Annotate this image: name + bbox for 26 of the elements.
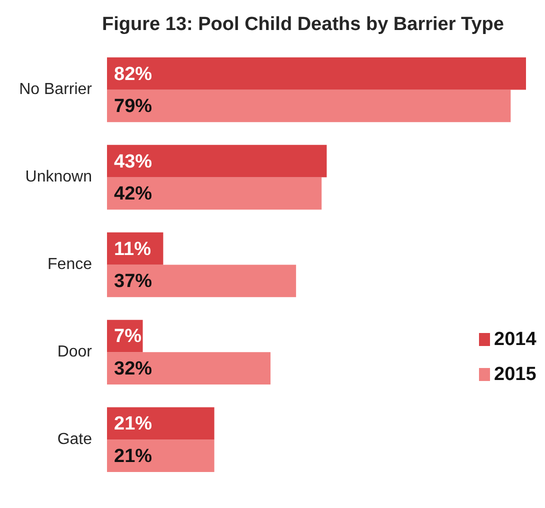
bar	[107, 57, 526, 90]
data-label: 42%	[114, 184, 152, 205]
data-label: 21%	[114, 446, 152, 468]
y-tick-label: Unknown	[25, 168, 92, 186]
data-label: 7%	[114, 326, 142, 348]
bar	[107, 264, 296, 298]
data-label: 32%	[114, 358, 152, 380]
bar	[107, 407, 214, 440]
data-label: 43%	[114, 151, 152, 172]
data-label: 79%	[114, 96, 152, 118]
data-label: 11%	[114, 238, 152, 260]
bar	[107, 177, 322, 210]
legend-label: 2014	[494, 328, 536, 350]
data-label: 37%	[114, 271, 152, 292]
bar	[107, 90, 511, 122]
data-label: 21%	[114, 414, 152, 435]
chart-title: Figure 13: Pool Child Deaths by Barrier Type	[101, 14, 505, 36]
y-tick-label: No Barrier	[19, 81, 93, 98]
bar	[107, 352, 271, 385]
data-label: 82%	[114, 64, 152, 85]
bar	[107, 144, 327, 178]
bar	[107, 440, 214, 472]
y-tick-label: Gate	[57, 431, 92, 448]
legend-label: 2015	[494, 364, 536, 386]
y-tick-label: Door	[57, 344, 93, 361]
y-tick-label: Fence	[48, 256, 92, 274]
